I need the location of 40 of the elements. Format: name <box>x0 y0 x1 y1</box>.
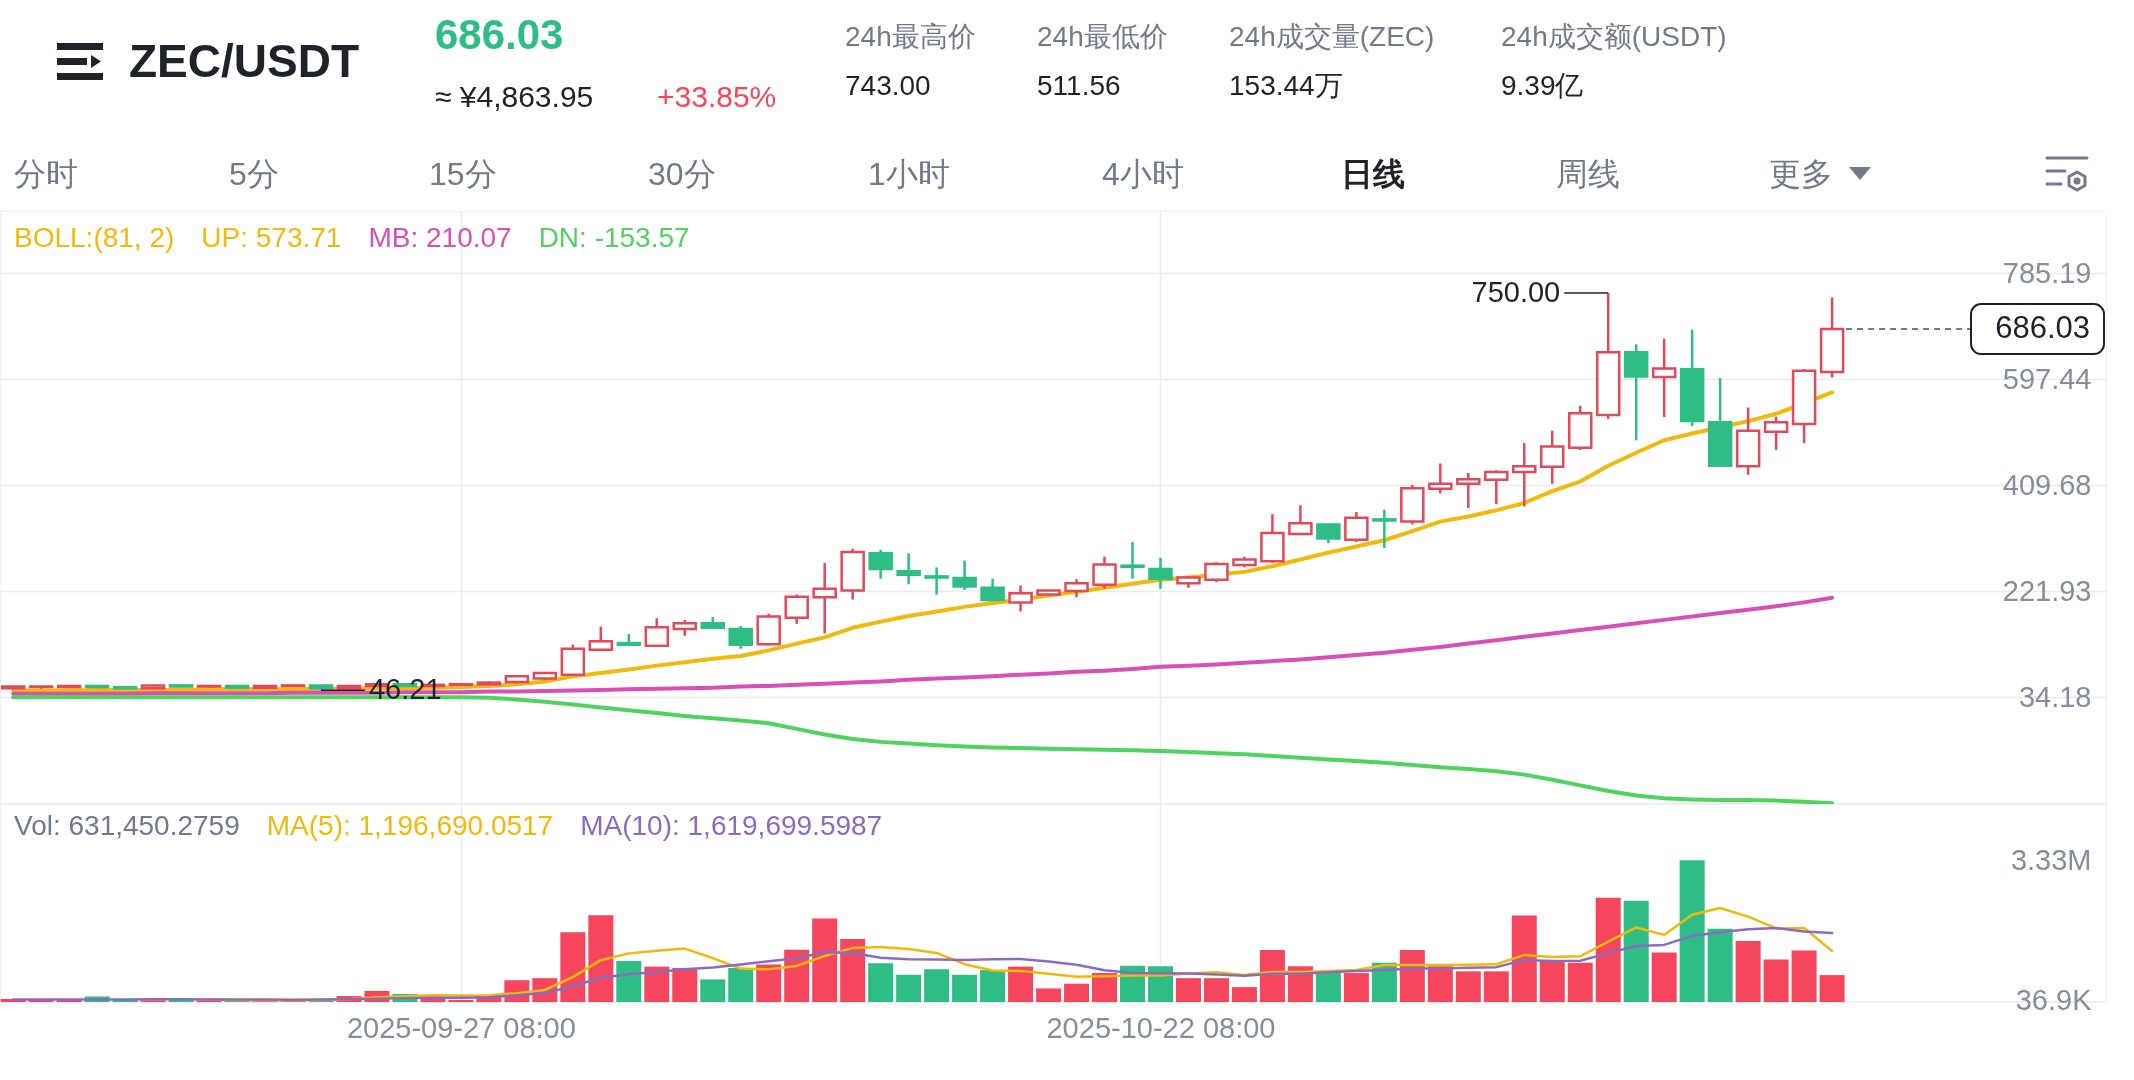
text: 日线 <box>1341 156 1405 192</box>
text: 4小时 <box>1102 156 1184 192</box>
x-tick-label: 2025-09-27 08:00 <box>346 1011 576 1044</box>
y-tick-label: 221.93 <box>2002 574 2092 607</box>
text: 更多 <box>1769 156 1833 192</box>
y-tick-label: 34.18 <box>2018 680 2092 713</box>
text: UP: 573.71 <box>201 222 342 253</box>
text: MA(5): 1,196,690.0517 <box>266 810 554 841</box>
y-tick-label: 3.33M <box>2010 843 2092 876</box>
text: 周线 <box>1556 156 1620 192</box>
text: MB: 210.07 <box>368 222 512 253</box>
text: 24h成交额(USDT) <box>1501 21 1727 52</box>
ref-line-label: 686.03 <box>1995 310 2090 346</box>
annotation: 750.00 <box>1471 275 1561 308</box>
text: DN: -153.57 <box>538 222 690 253</box>
x-tick-label: 2025-10-22 08:00 <box>1046 1011 1276 1044</box>
text: 24h最低价 <box>1037 21 1168 52</box>
y-tick-label: 409.68 <box>2002 468 2092 501</box>
legend-title: BOLL:(81, 2) <box>14 222 175 253</box>
y-tick-label: 36.9K <box>2015 983 2093 1016</box>
text: 511.56 <box>1037 70 1121 101</box>
text: ≈ ¥4,863.95 <box>435 80 594 113</box>
text: +33.85% <box>657 80 777 113</box>
text: 686.03 <box>435 11 564 58</box>
text: 9.39亿 <box>1501 70 1584 101</box>
text: 1小时 <box>868 156 950 192</box>
text: 743.00 <box>845 70 931 101</box>
legend-title: Vol: 631,450.2759 <box>14 810 240 841</box>
text: 24h最高价 <box>845 21 976 52</box>
text: ZEC/USDT <box>129 35 359 87</box>
text: 分时 <box>14 156 78 192</box>
text: 24h成交量(ZEC) <box>1229 21 1435 52</box>
y-tick-label: 597.44 <box>2002 362 2092 395</box>
text: 15分 <box>429 156 497 192</box>
annotation: 46.21 <box>368 673 442 706</box>
text: 5分 <box>229 156 279 192</box>
text: 30分 <box>648 156 716 192</box>
y-tick-label: 785.19 <box>2002 256 2092 289</box>
text: MA(10): 1,619,699.5987 <box>580 810 883 841</box>
text: 153.44万 <box>1229 70 1343 101</box>
